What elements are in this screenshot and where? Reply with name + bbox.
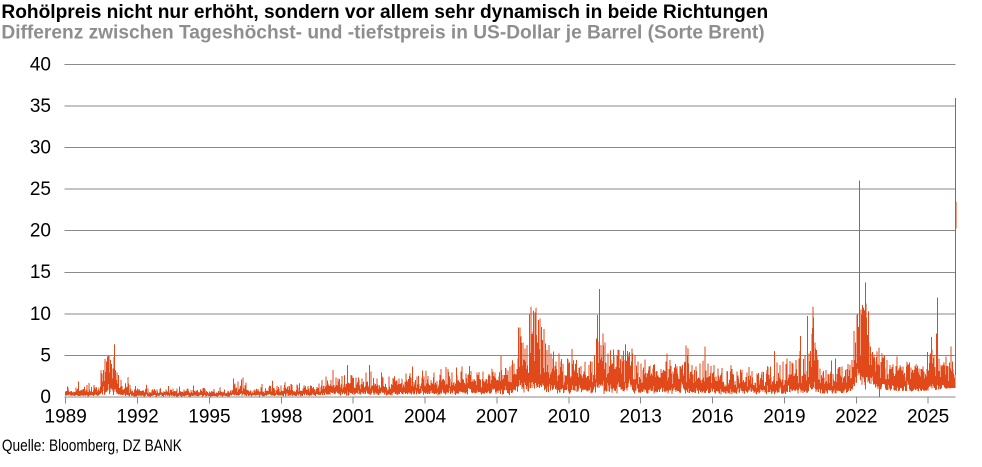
svg-text:Quelle: Bloomberg, DZ BANK: Quelle: Bloomberg, DZ BANK (2, 437, 182, 455)
svg-text:0: 0 (40, 387, 51, 408)
svg-text:1995: 1995 (188, 406, 230, 427)
svg-text:2007: 2007 (476, 406, 518, 427)
svg-text:10: 10 (30, 304, 51, 325)
svg-text:2019: 2019 (763, 406, 805, 427)
svg-text:2004: 2004 (404, 406, 447, 427)
svg-text:40: 40 (30, 54, 51, 75)
svg-text:2013: 2013 (620, 406, 662, 427)
svg-text:25: 25 (30, 179, 51, 200)
svg-text:2025: 2025 (907, 406, 949, 427)
svg-text:30: 30 (30, 138, 51, 159)
svg-text:5: 5 (40, 345, 51, 366)
svg-text:2010: 2010 (548, 406, 590, 427)
svg-text:2001: 2001 (332, 406, 374, 427)
svg-text:1992: 1992 (116, 406, 158, 427)
svg-text:1989: 1989 (45, 406, 87, 427)
svg-text:35: 35 (30, 96, 51, 117)
svg-text:15: 15 (30, 262, 51, 283)
svg-text:Rohölpreis nicht nur erhöht, s: Rohölpreis nicht nur erhöht, sondern vor… (1, 2, 768, 23)
svg-text:2022: 2022 (835, 406, 877, 427)
svg-text:2016: 2016 (691, 406, 733, 427)
svg-text:Differenz zwischen Tageshöchst: Differenz zwischen Tageshöchst- und -tie… (1, 23, 764, 44)
svg-text:1998: 1998 (260, 406, 302, 427)
svg-text:20: 20 (30, 221, 51, 242)
